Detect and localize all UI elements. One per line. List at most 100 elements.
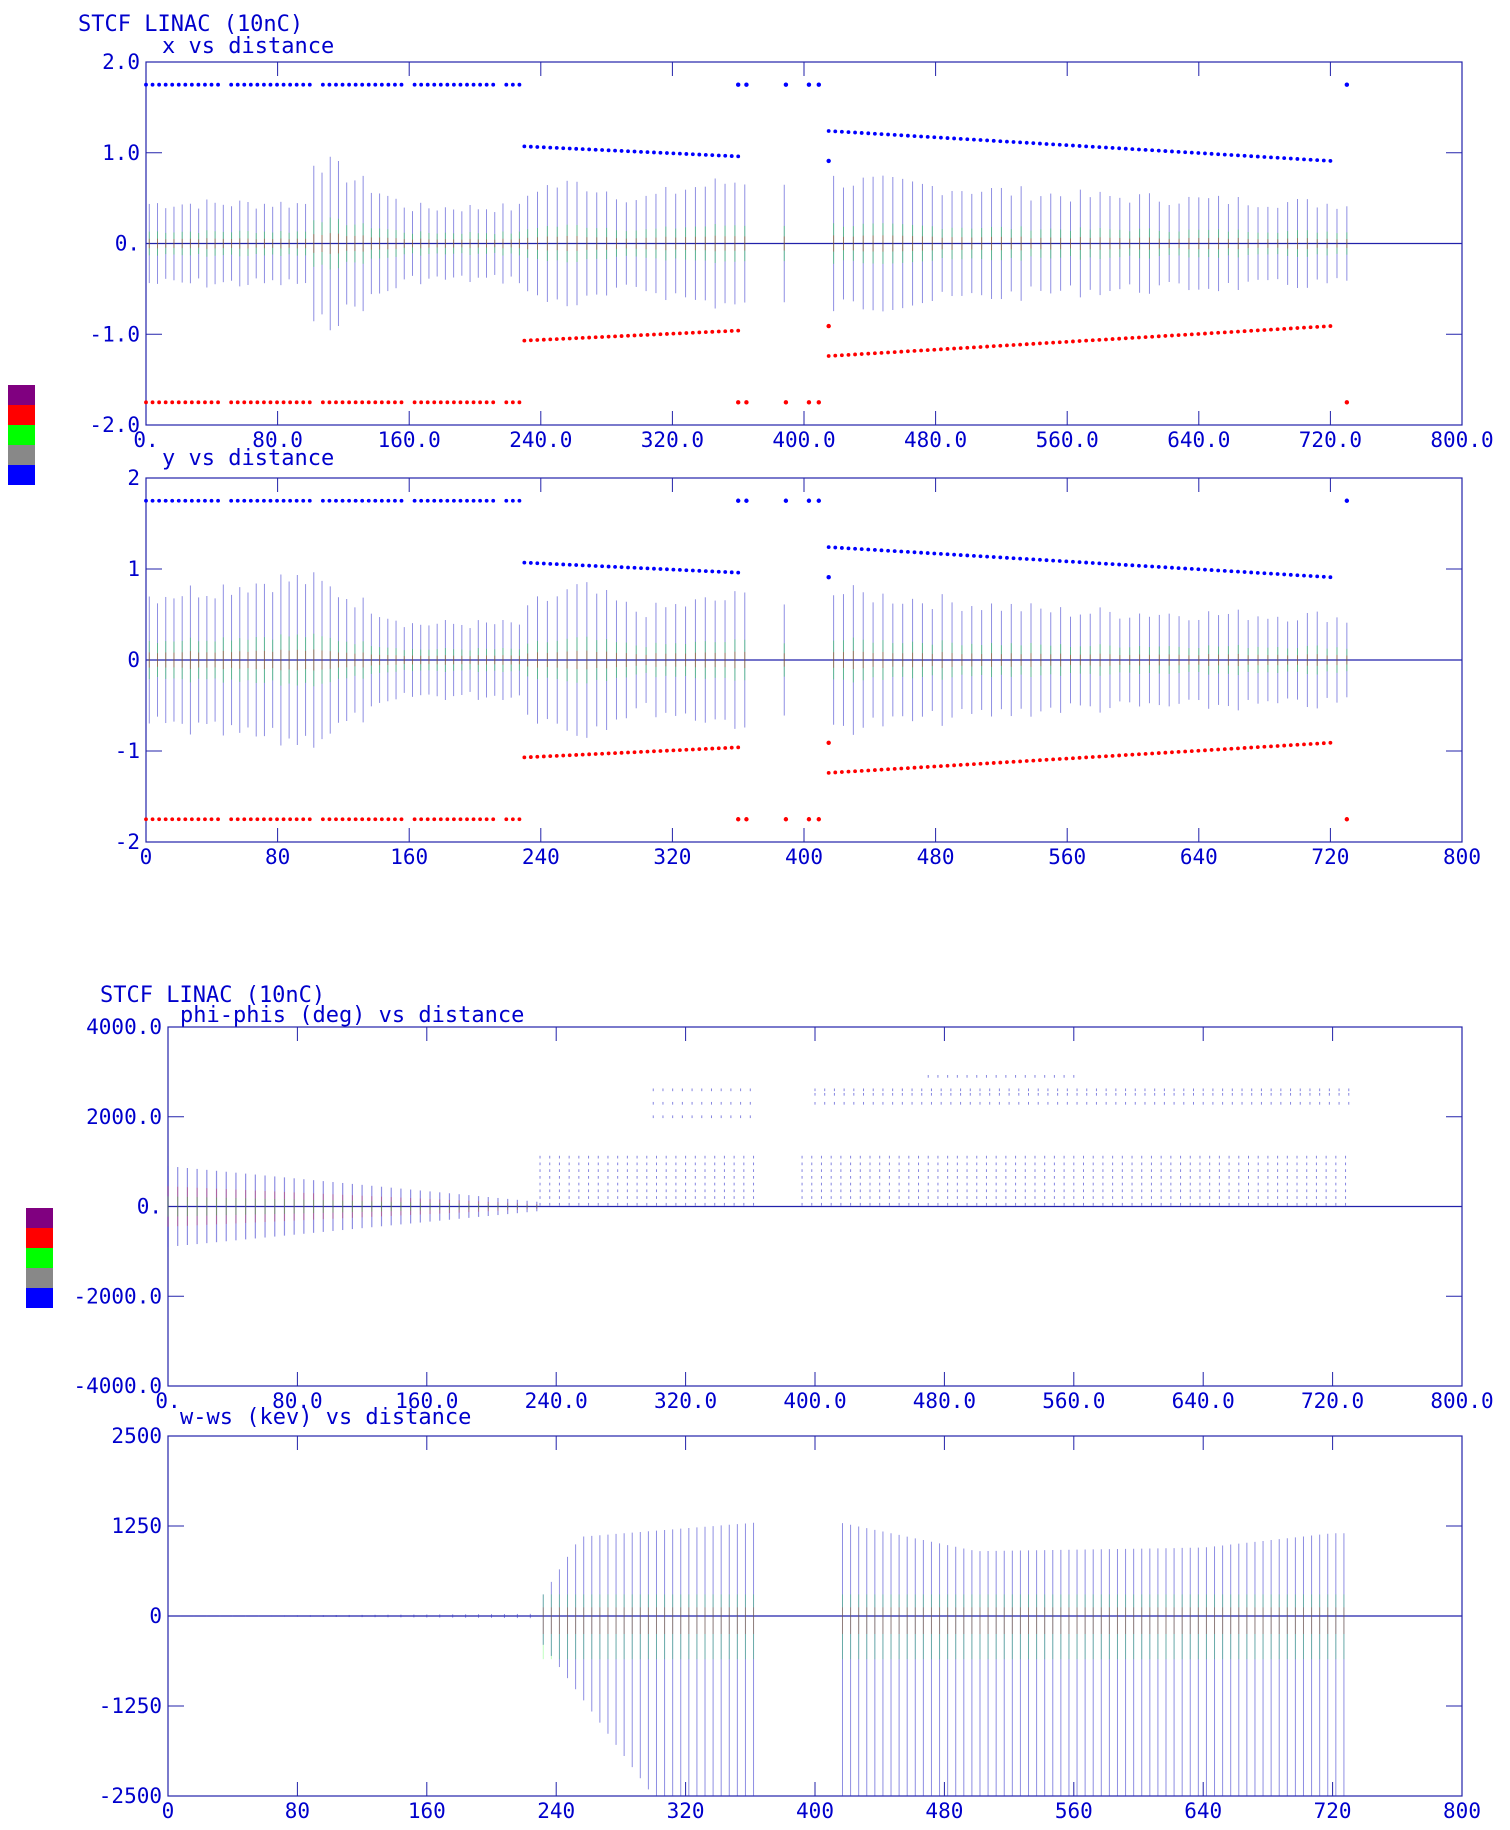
series-min-point bbox=[671, 331, 676, 336]
series-min-point bbox=[379, 817, 384, 822]
series-min-point bbox=[1262, 744, 1267, 749]
series-min-point bbox=[1183, 749, 1188, 754]
series-min-point bbox=[1123, 753, 1128, 757]
series-max-point bbox=[1130, 563, 1135, 568]
series-max-point bbox=[541, 145, 546, 150]
series-min-point bbox=[1011, 759, 1016, 764]
series-min-point bbox=[176, 817, 181, 822]
series-min-point bbox=[517, 817, 522, 822]
x-tick-label: 480 bbox=[917, 845, 955, 869]
series-min-point bbox=[833, 353, 838, 358]
series-max-point bbox=[892, 549, 897, 554]
x-tick-label: 320.0 bbox=[641, 428, 704, 452]
series-min-point bbox=[522, 755, 527, 760]
series-min-point bbox=[587, 335, 592, 340]
series-min-point bbox=[1163, 750, 1168, 755]
series-min-point bbox=[925, 348, 930, 353]
series-max-point bbox=[1196, 567, 1201, 572]
series-max-point bbox=[432, 498, 437, 503]
series-max-point bbox=[580, 147, 585, 152]
series-max-point bbox=[189, 498, 194, 503]
series-min-point bbox=[438, 400, 443, 405]
series-max-point bbox=[879, 132, 884, 137]
series-min-point bbox=[1090, 755, 1095, 759]
x-tick-label: 320 bbox=[653, 845, 691, 869]
series-max-point bbox=[150, 82, 155, 87]
series-max-point bbox=[248, 498, 253, 503]
series-min-point bbox=[334, 400, 338, 405]
series-max-point bbox=[593, 147, 598, 152]
series-max-point bbox=[1236, 153, 1240, 158]
series-max-point bbox=[972, 137, 976, 142]
series-min-point bbox=[729, 329, 734, 333]
series-min-point bbox=[561, 336, 566, 341]
series-max-point bbox=[816, 82, 822, 87]
series-min-point bbox=[639, 750, 643, 754]
series-min-point bbox=[1123, 336, 1128, 341]
series-min-point bbox=[965, 762, 970, 767]
series-max-point bbox=[528, 561, 533, 565]
series-max-point bbox=[510, 82, 515, 87]
series-min-point bbox=[528, 338, 533, 343]
x-tick-label: 480.0 bbox=[904, 428, 967, 452]
x-tick-label: 800 bbox=[1443, 1799, 1481, 1823]
series-min-point bbox=[189, 817, 194, 822]
series-min-point bbox=[703, 746, 708, 751]
series-min-point bbox=[1156, 751, 1161, 755]
y-tick-label: -2500 bbox=[99, 1784, 162, 1808]
x-tick-label: 720 bbox=[1314, 1799, 1352, 1823]
series-max-point bbox=[677, 151, 682, 156]
series-min-point bbox=[242, 400, 247, 405]
series-max-point bbox=[806, 82, 812, 87]
series-max-point bbox=[1315, 574, 1320, 579]
series-max-point bbox=[826, 129, 831, 133]
series-min-point bbox=[353, 400, 358, 405]
series-min-point bbox=[1302, 325, 1306, 330]
series-min-point bbox=[340, 400, 345, 405]
series-min-point bbox=[554, 337, 559, 341]
series-max-point bbox=[327, 82, 332, 87]
series-min-point bbox=[242, 817, 247, 822]
series-max-point bbox=[652, 150, 656, 155]
series-min-point bbox=[189, 400, 194, 405]
x-tick-label: 560 bbox=[1055, 1799, 1093, 1823]
series-max-point bbox=[879, 548, 884, 553]
series-max-point bbox=[1308, 574, 1313, 578]
series-max-point bbox=[736, 570, 741, 575]
series-max-point bbox=[744, 498, 749, 503]
x-tick-label: 80.0 bbox=[272, 1389, 323, 1413]
series-min-point bbox=[872, 351, 877, 356]
x-tick-label: 400.0 bbox=[783, 1389, 846, 1413]
series-min-point bbox=[412, 400, 417, 405]
series-max-point bbox=[163, 498, 168, 503]
series-min-point bbox=[1064, 339, 1069, 344]
y-tick-label: 4000.0 bbox=[86, 1015, 162, 1039]
series-max-point bbox=[347, 82, 351, 87]
series-max-point bbox=[593, 564, 598, 568]
series-min-point bbox=[1189, 749, 1194, 754]
series-max-point bbox=[288, 498, 293, 503]
series-min-point bbox=[327, 817, 332, 822]
series-max-point bbox=[952, 136, 957, 141]
series-max-point bbox=[945, 552, 950, 557]
series-min-point bbox=[288, 400, 293, 405]
y-tick-label: -2.0 bbox=[89, 413, 140, 437]
x-tick-label: 400 bbox=[785, 845, 823, 869]
x-tick-label: 400.0 bbox=[772, 428, 835, 452]
x-tick-label: 640 bbox=[1184, 1799, 1222, 1823]
series-min-point bbox=[866, 768, 871, 773]
series-max-point bbox=[1130, 147, 1135, 151]
series-max-point bbox=[340, 82, 345, 87]
series-min-point bbox=[1005, 760, 1009, 765]
series-min-point bbox=[580, 335, 585, 340]
series-min-point bbox=[561, 753, 566, 758]
series-max-point bbox=[932, 135, 937, 140]
series-max-point bbox=[307, 498, 312, 503]
series-min-point bbox=[1183, 332, 1188, 337]
series-min-point bbox=[1282, 326, 1287, 331]
x-tick-label: 560.0 bbox=[1042, 1389, 1105, 1413]
series-max-point bbox=[1071, 143, 1075, 148]
series-max-point bbox=[438, 498, 443, 503]
x-tick-label: 320 bbox=[667, 1799, 705, 1823]
